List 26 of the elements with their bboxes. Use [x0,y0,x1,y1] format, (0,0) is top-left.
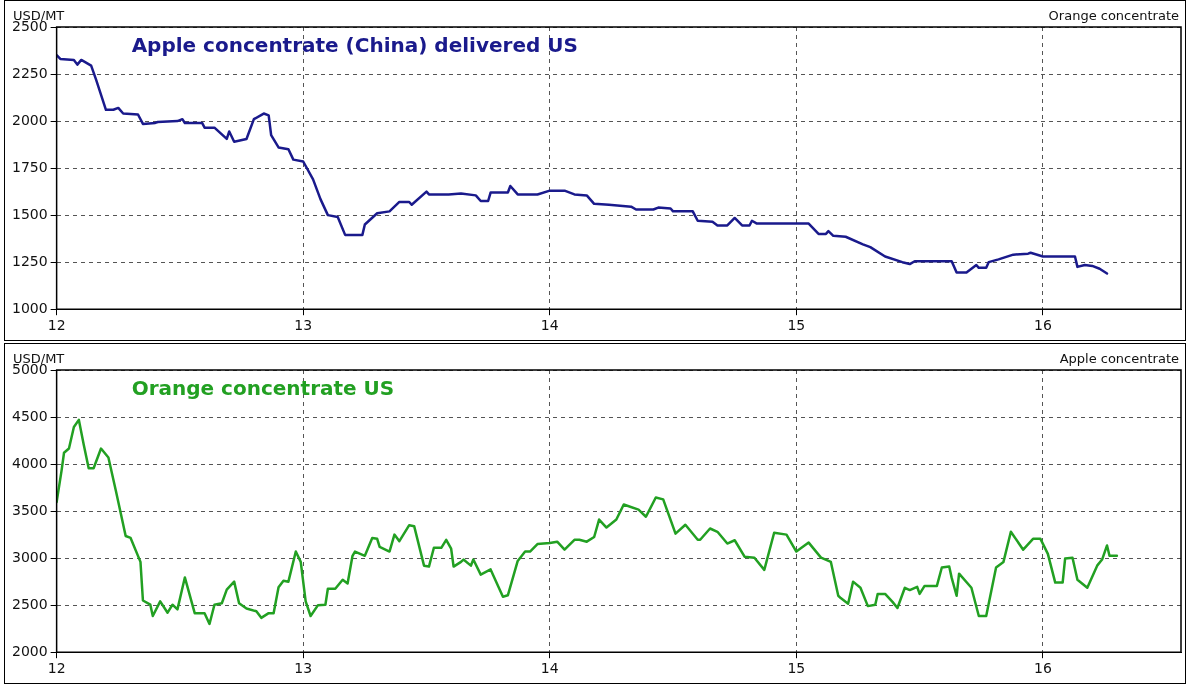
x-tick-label: 14 [540,660,559,677]
y-tick-label: 2000 [11,642,48,659]
x-tick-label: 14 [540,317,559,334]
x-tick-label: 16 [1034,660,1052,677]
y-tick-label: 1250 [11,252,48,269]
y-tick-label: 2250 [11,64,48,81]
y-tick-label: 2500 [11,595,48,612]
text: Apple concentrate [1059,350,1179,366]
y-tick-label: 4000 [11,454,48,471]
text: Orange concentrate [1048,7,1179,23]
x-tick-label: 15 [787,660,806,677]
x-tick-label: 15 [787,317,806,334]
x-tick-label: 13 [294,660,313,677]
y-tick-label: 1500 [11,205,48,222]
y-tick-label: 2000 [11,111,48,128]
y-tick-label: 3500 [11,501,48,518]
x-tick-label: 12 [47,317,66,334]
text: Apple concentrate (China) delivered US [131,33,578,58]
x-tick-label: 12 [47,660,66,677]
text: Orange concentrate US [131,376,395,401]
y-tick-label: 1000 [11,299,48,316]
y-tick-label: 3000 [11,548,48,565]
y-tick-label: 1750 [11,158,48,175]
x-tick-label: 13 [294,317,313,334]
x-tick-label: 16 [1034,317,1052,334]
y-tick-label: 4500 [11,407,48,424]
